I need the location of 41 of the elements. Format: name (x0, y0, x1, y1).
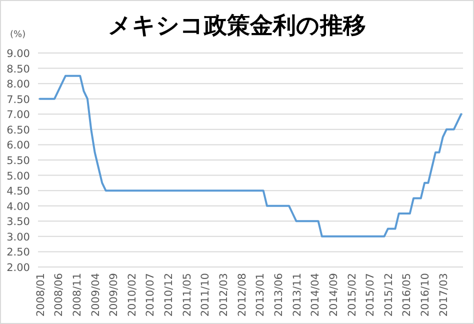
x-tick-label: 2016/05 (401, 273, 414, 317)
x-tick-label: 2013/11 (291, 273, 304, 317)
y-axis-title: (%) (10, 30, 26, 40)
x-tick-label: 2015/12 (382, 273, 395, 317)
y-tick-label: 8.00 (6, 78, 30, 91)
y-tick-label: 2.00 (6, 262, 30, 274)
x-tick-label: 2010/12 (163, 273, 176, 317)
chart-title: メキシコ政策金利の推移 (108, 13, 366, 39)
x-tick-label: 2016/10 (420, 273, 432, 317)
line-series (38, 74, 462, 238)
x-tick-label: 2010/07 (144, 273, 157, 317)
y-tick-label: 6.50 (6, 124, 30, 136)
x-tick-label: 2014/09 (328, 273, 340, 317)
x-tick-label: 2015/02 (346, 273, 358, 317)
x-tick-label: 2012/08 (236, 273, 248, 317)
x-tick-label: 2011/05 (181, 273, 194, 317)
y-tick-label: 8.50 (6, 63, 30, 76)
y-tick-label: 6.00 (6, 140, 30, 152)
y-tick-label: 3.00 (6, 231, 30, 244)
x-tick-label: 2012/03 (218, 273, 230, 317)
y-tick-label: 7.50 (6, 94, 30, 106)
x-tick-label: 2017/03 (438, 273, 450, 317)
y-tick-label: 5.00 (6, 170, 30, 182)
y-tick-label: 4.00 (6, 200, 30, 213)
y-tick-label: 7.00 (6, 109, 30, 122)
y-tick-label: 3.50 (6, 216, 30, 228)
y-tick-label: 2.50 (6, 246, 30, 259)
x-tick-label: 2010/02 (126, 273, 138, 317)
x-tick-label: 2008/01 (34, 273, 47, 317)
y-tick-label: 5.50 (6, 155, 30, 167)
x-tick-label: 2009/04 (90, 272, 102, 317)
x-tick-label: 2011/10 (200, 273, 212, 317)
x-tick-label: 2015/07 (364, 273, 377, 317)
y-tick-label: 4.50 (6, 186, 30, 198)
x-tick-label: 2008/11 (71, 273, 84, 317)
x-tick-label: 2013/01 (254, 273, 267, 317)
x-tick-label: 2008/06 (53, 272, 66, 317)
x-tick-label: 2014/04 (310, 272, 322, 317)
x-tick-label: 2013/06 (272, 272, 285, 317)
y-tick-label: 9.00 (6, 48, 30, 60)
x-tick-label: 2009/09 (108, 273, 120, 317)
